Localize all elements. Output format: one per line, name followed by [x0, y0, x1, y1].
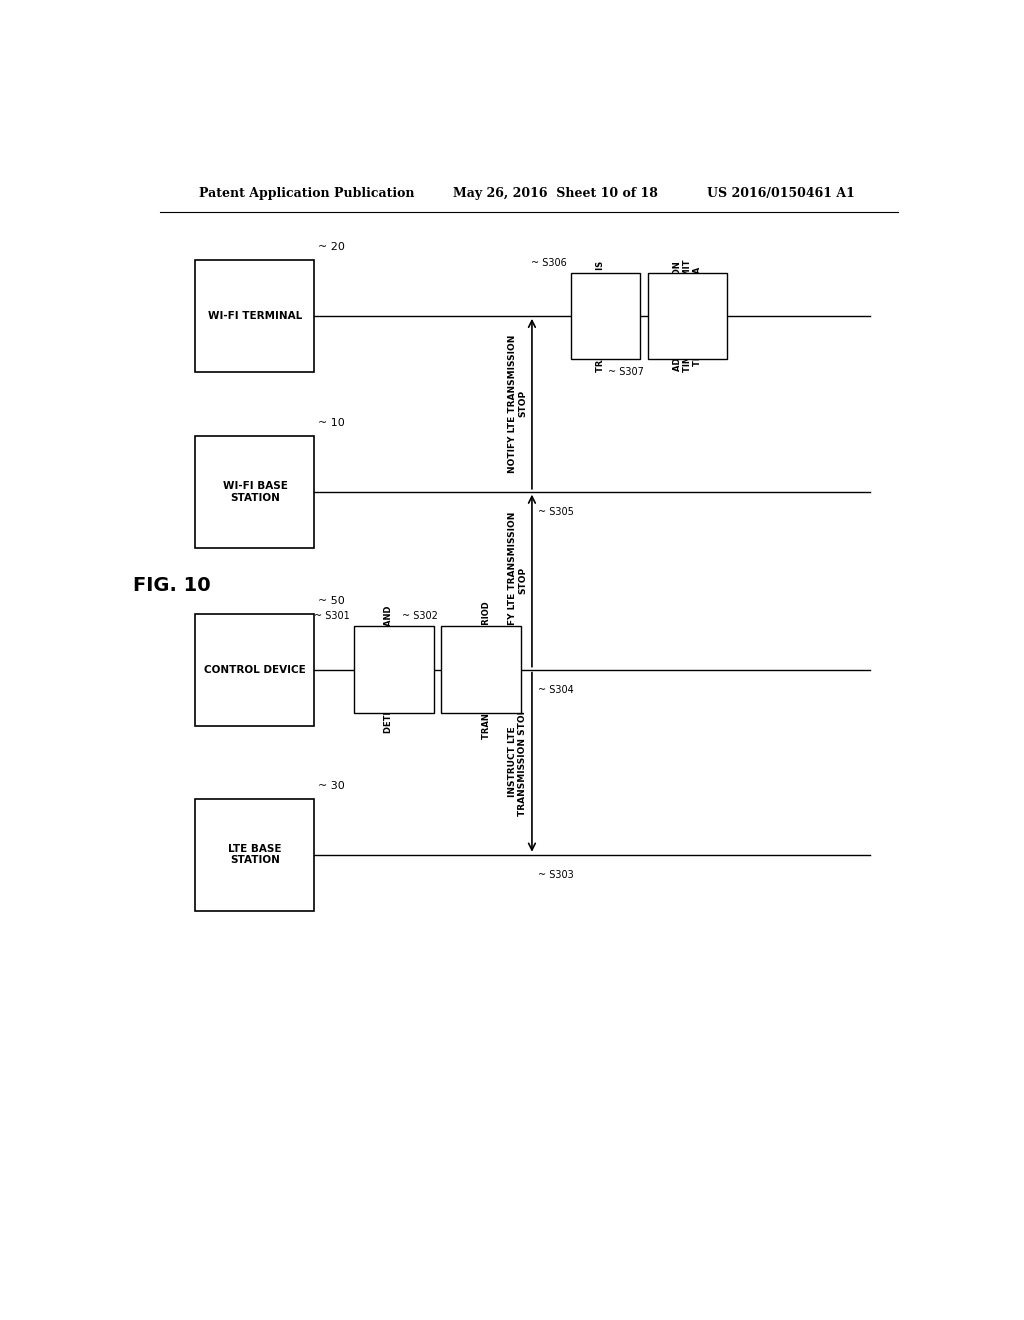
Text: ~ S303: ~ S303: [539, 870, 574, 880]
Bar: [441, 627, 521, 713]
Text: CONTROL DEVICE: CONTROL DEVICE: [204, 665, 306, 675]
Text: ~ S305: ~ S305: [539, 507, 574, 517]
Text: WI-FI BASE
STATION: WI-FI BASE STATION: [222, 480, 288, 503]
Bar: [196, 260, 314, 372]
Text: Patent Application Publication: Patent Application Publication: [200, 187, 415, 201]
Text: ADJUST TRANSMISSION
TIMING, AND TRANSMIT
TRANSMISSION DATA: ADJUST TRANSMISSION TIMING, AND TRANSMIT…: [673, 260, 702, 372]
Text: DETECT WI-FI SYSTEM AND
LTE SYSTEM: DETECT WI-FI SYSTEM AND LTE SYSTEM: [384, 606, 403, 734]
Text: ~ S301: ~ S301: [314, 611, 350, 622]
Text: TRANSMISSION DATA IS
GENERATED: TRANSMISSION DATA IS GENERATED: [596, 260, 615, 371]
Bar: [196, 436, 314, 548]
Text: ~ S304: ~ S304: [539, 685, 574, 694]
Text: May 26, 2016  Sheet 10 of 18: May 26, 2016 Sheet 10 of 18: [454, 187, 658, 201]
Bar: [570, 273, 640, 359]
Text: INSTRUCT LTE
TRANSMISSION STOP: INSTRUCT LTE TRANSMISSION STOP: [508, 708, 527, 816]
Bar: [196, 614, 314, 726]
Text: ~ 10: ~ 10: [318, 417, 345, 428]
Text: ~ 20: ~ 20: [318, 242, 345, 252]
Text: ~ S302: ~ S302: [401, 611, 437, 622]
Text: ~ 50: ~ 50: [318, 595, 345, 606]
Text: US 2016/0150461 A1: US 2016/0150461 A1: [708, 187, 855, 201]
Text: FIG. 10: FIG. 10: [133, 576, 211, 595]
Text: LTE BASE
STATION: LTE BASE STATION: [228, 843, 282, 866]
Text: ~ S306: ~ S306: [531, 257, 567, 268]
Text: WI-FI TERMINAL: WI-FI TERMINAL: [208, 312, 302, 321]
Bar: [196, 799, 314, 911]
Bar: [354, 627, 433, 713]
Bar: [648, 273, 727, 359]
Text: DETERMINE LTE
TRANSMISSION STOP PERIOD: DETERMINE LTE TRANSMISSION STOP PERIOD: [471, 601, 490, 738]
Text: NOTIFY LTE TRANSMISSION
STOP: NOTIFY LTE TRANSMISSION STOP: [508, 512, 527, 649]
Text: ~ 30: ~ 30: [318, 780, 345, 791]
Text: NOTIFY LTE TRANSMISSION
STOP: NOTIFY LTE TRANSMISSION STOP: [508, 335, 527, 473]
Text: ~ S307: ~ S307: [608, 367, 644, 378]
